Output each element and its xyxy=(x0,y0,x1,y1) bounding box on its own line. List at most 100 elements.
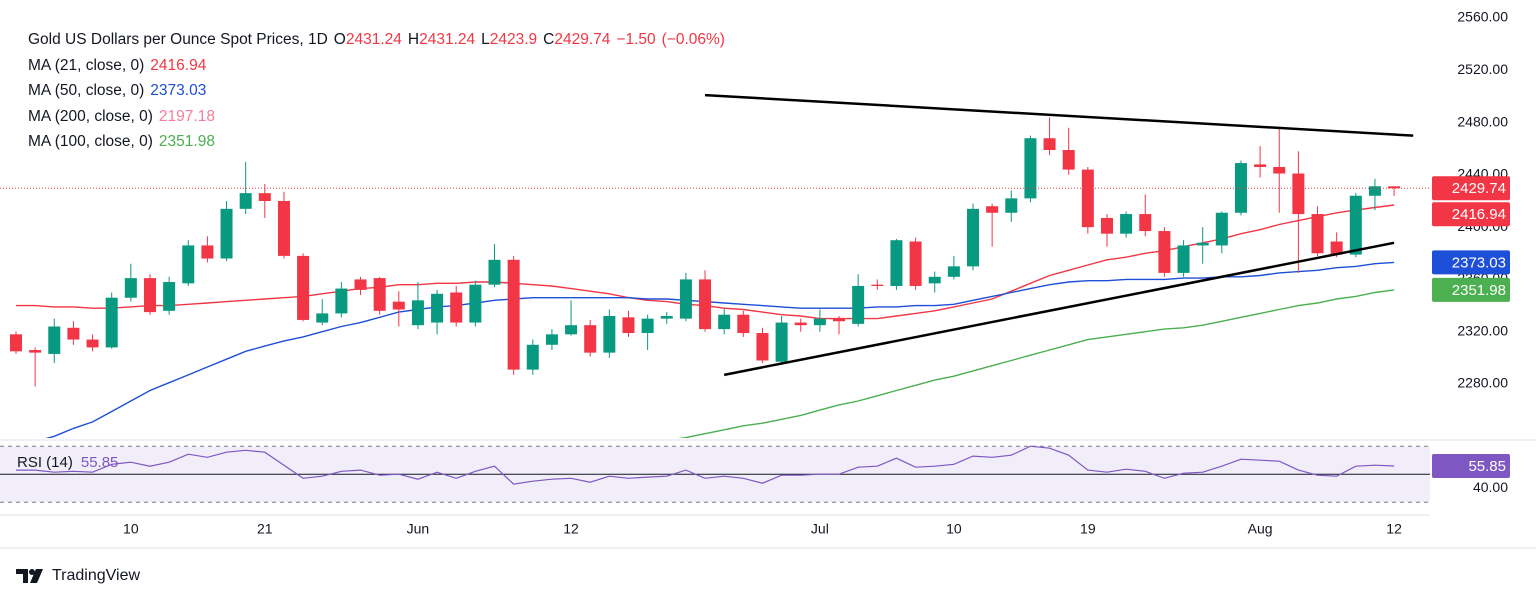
y-tick-label: 2320.00 xyxy=(1457,322,1508,338)
candle-body xyxy=(699,279,712,330)
candle-body xyxy=(622,317,635,334)
y-tick-label: 2520.00 xyxy=(1457,61,1508,77)
x-tick-label: 12 xyxy=(1386,521,1402,537)
candle-body xyxy=(124,278,137,298)
ma-value: 2373.03 xyxy=(150,82,207,99)
candle-body xyxy=(1043,138,1056,151)
candle-body xyxy=(1120,214,1133,234)
price-badge-label: 2351.98 xyxy=(1452,282,1506,299)
candle-body xyxy=(507,259,520,370)
candle-body xyxy=(277,200,290,256)
x-tick-label: Aug xyxy=(1248,521,1273,537)
ma-name: MA (200, close, 0) xyxy=(28,107,153,125)
candle-body xyxy=(584,325,597,353)
candle-body xyxy=(354,279,367,290)
rsi-pane xyxy=(0,445,1430,503)
ma-name: MA (50, close, 0) xyxy=(28,82,145,99)
candle-body xyxy=(220,208,233,259)
ohlc-label: H xyxy=(407,31,420,48)
candle-body xyxy=(48,326,61,354)
y-tick-label: 2280.00 xyxy=(1457,375,1508,391)
candle-body xyxy=(1062,150,1075,170)
ma-value: 2197.18 xyxy=(158,107,215,125)
trend-line xyxy=(723,241,1395,377)
change-value: −1.50 xyxy=(616,31,656,48)
ohlc-label: O xyxy=(333,31,346,48)
rsi-line xyxy=(16,445,1395,485)
footer: TradingView xyxy=(16,566,140,586)
price-badge-label: 2373.03 xyxy=(1452,254,1506,271)
candle-body xyxy=(1139,214,1152,232)
candle-body xyxy=(67,327,80,340)
ma-name: MA (21, close, 0) xyxy=(28,56,145,74)
candle-body xyxy=(967,208,979,267)
candle-body xyxy=(833,318,846,322)
candle-body xyxy=(794,322,807,326)
candle-body xyxy=(565,325,578,335)
candle-body xyxy=(1196,242,1209,246)
trend-line xyxy=(704,93,1414,137)
candle-body xyxy=(431,293,444,323)
candle-body xyxy=(450,292,463,323)
candle-body xyxy=(373,278,386,311)
candle-body xyxy=(469,284,482,323)
candle-body xyxy=(1024,138,1037,199)
legend-row: MA (100, close, 0) 2351.98 xyxy=(28,129,731,155)
candle-body xyxy=(1292,173,1305,215)
price-badge-label: 2416.94 xyxy=(1452,206,1506,223)
legend-row: MA (21, close, 0) 2416.94 xyxy=(28,53,731,79)
price-badge xyxy=(1432,250,1510,275)
candle-body xyxy=(852,285,865,324)
candle-body xyxy=(986,206,999,213)
candle-body xyxy=(1273,166,1286,174)
price-badge xyxy=(1432,202,1510,227)
change-percent: (−0.06%) xyxy=(661,31,725,48)
candle-body xyxy=(105,297,118,348)
x-tick-label: Jun xyxy=(407,521,430,537)
legend-row: MA (200, close, 0) 2197.18 xyxy=(28,104,731,130)
legend-row: Gold US Dollars per Ounce Spot Prices, 1… xyxy=(28,27,731,53)
ohlc-value: 2429.74 xyxy=(554,31,611,48)
ma-name: MA (100, close, 0) xyxy=(28,133,153,150)
legend-row: MA (50, close, 0) 2373.03 xyxy=(28,78,731,104)
candle-body xyxy=(163,282,176,311)
candle-body xyxy=(1388,186,1401,189)
x-tick-label: 19 xyxy=(1080,521,1096,537)
price-badge-label: 2429.74 xyxy=(1452,180,1506,197)
candle-body xyxy=(737,314,750,334)
candle-body xyxy=(871,284,884,286)
candle-body xyxy=(258,193,271,201)
x-tick-label: 12 xyxy=(563,521,579,537)
candle-body xyxy=(1081,169,1094,228)
x-tick-label: 21 xyxy=(257,521,273,537)
price-badge xyxy=(1432,277,1510,302)
candle-body xyxy=(1254,164,1267,167)
candle-body xyxy=(143,278,156,313)
candle-body xyxy=(1330,241,1343,255)
candle-body xyxy=(660,316,673,319)
candle-body xyxy=(1349,195,1362,255)
ohlc-value: 2431.24 xyxy=(419,31,476,48)
candle-body xyxy=(1100,217,1113,234)
candle-body xyxy=(1368,186,1381,196)
candle-body xyxy=(545,334,558,345)
ohlc-label: L xyxy=(481,31,490,48)
rsi-value: 55.85 xyxy=(80,454,119,471)
candle-body xyxy=(1177,245,1190,273)
candle-body xyxy=(488,259,501,285)
axes: 2280.002320.002360.002400.002440.002480.… xyxy=(123,9,1510,537)
candle-body xyxy=(1158,231,1171,273)
candle-body xyxy=(928,276,941,284)
rsi-name: RSI (14) xyxy=(17,454,73,471)
candle-body xyxy=(813,318,826,326)
price-pane xyxy=(0,93,1430,438)
candle-body xyxy=(335,288,348,314)
candle-body xyxy=(201,245,214,259)
rsi-badge xyxy=(1432,454,1510,479)
rsi-badge-label: 55.85 xyxy=(1468,458,1506,475)
brand-name: TradingView xyxy=(52,567,141,584)
candle-body xyxy=(1005,198,1018,213)
rsi-legend: RSI (14) 55.85 xyxy=(17,454,126,471)
